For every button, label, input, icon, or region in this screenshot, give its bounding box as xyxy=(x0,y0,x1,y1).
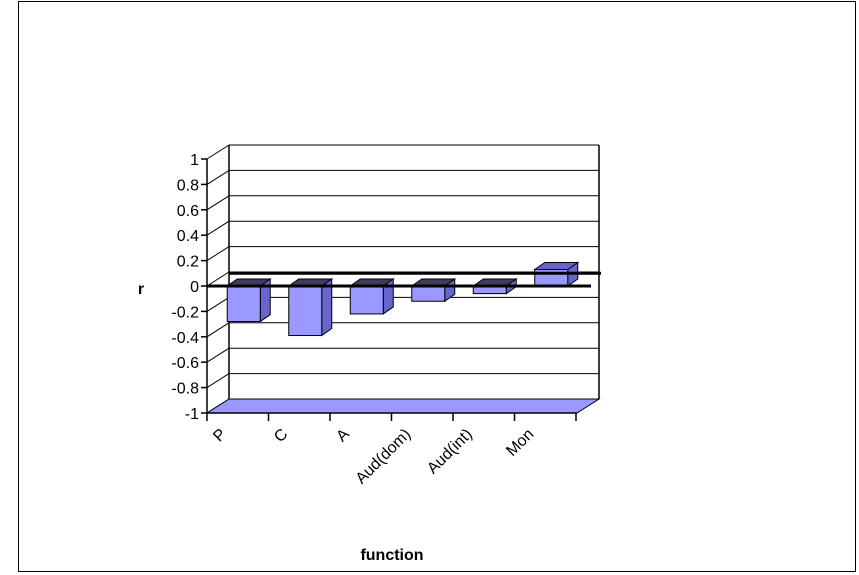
gridline-depth xyxy=(206,373,230,389)
reference-lines xyxy=(207,271,601,288)
bar-a xyxy=(348,278,395,315)
y-axis: 1 0.8 0.6 0.4 0.2 0 -0.2 -0.4 -0.6 -0.8 -1 xyxy=(171,152,208,423)
x-tick-label: Aud(int) xyxy=(424,426,476,478)
bar-front xyxy=(288,285,323,337)
bar-front xyxy=(411,285,446,302)
bar-front xyxy=(226,285,261,323)
y-axis-title: r xyxy=(138,281,144,298)
gridline-depth xyxy=(206,271,230,287)
chart-floor xyxy=(205,398,601,414)
x-axis-title: function xyxy=(360,547,423,564)
x-tick-label: Mon xyxy=(503,426,537,460)
y-tick-label: -0.4 xyxy=(171,330,199,347)
x-tick-label: P xyxy=(210,426,230,446)
y-tick-label: 0.8 xyxy=(177,177,199,194)
bar-p xyxy=(225,278,272,323)
y-tick-label: -0.6 xyxy=(171,355,199,372)
bars xyxy=(225,261,580,337)
floor-plane xyxy=(205,398,601,414)
gridline-depth xyxy=(206,347,230,363)
y-tick-label: 0.2 xyxy=(177,254,199,271)
y-tick-label: -0.2 xyxy=(171,304,199,321)
bar-aud-dom- xyxy=(410,278,457,303)
gridline-depth xyxy=(206,144,230,160)
x-tick-label: Aud(dom) xyxy=(353,426,415,488)
y-tick-label: 1 xyxy=(190,152,199,169)
x-tick-label: C xyxy=(271,426,291,446)
gridline-depth xyxy=(206,220,230,236)
gridline-depth xyxy=(206,169,230,185)
y-tick-label: -1 xyxy=(185,406,199,423)
y-tick-label: 0.6 xyxy=(177,203,199,220)
gridline-depth xyxy=(206,195,230,211)
y-tick-label: 0.4 xyxy=(177,228,199,245)
gridline-depth xyxy=(206,296,230,312)
gridline-depth xyxy=(206,322,230,338)
bar-c xyxy=(287,278,334,337)
y-tick-label: -0.8 xyxy=(171,381,199,398)
x-axis: P C A Aud(dom) Aud(int) Mon xyxy=(206,412,577,488)
y-tick-label: 0 xyxy=(190,279,199,296)
bar-front xyxy=(349,285,384,315)
gridline-depth xyxy=(206,246,230,262)
x-tick-label: A xyxy=(333,426,353,446)
